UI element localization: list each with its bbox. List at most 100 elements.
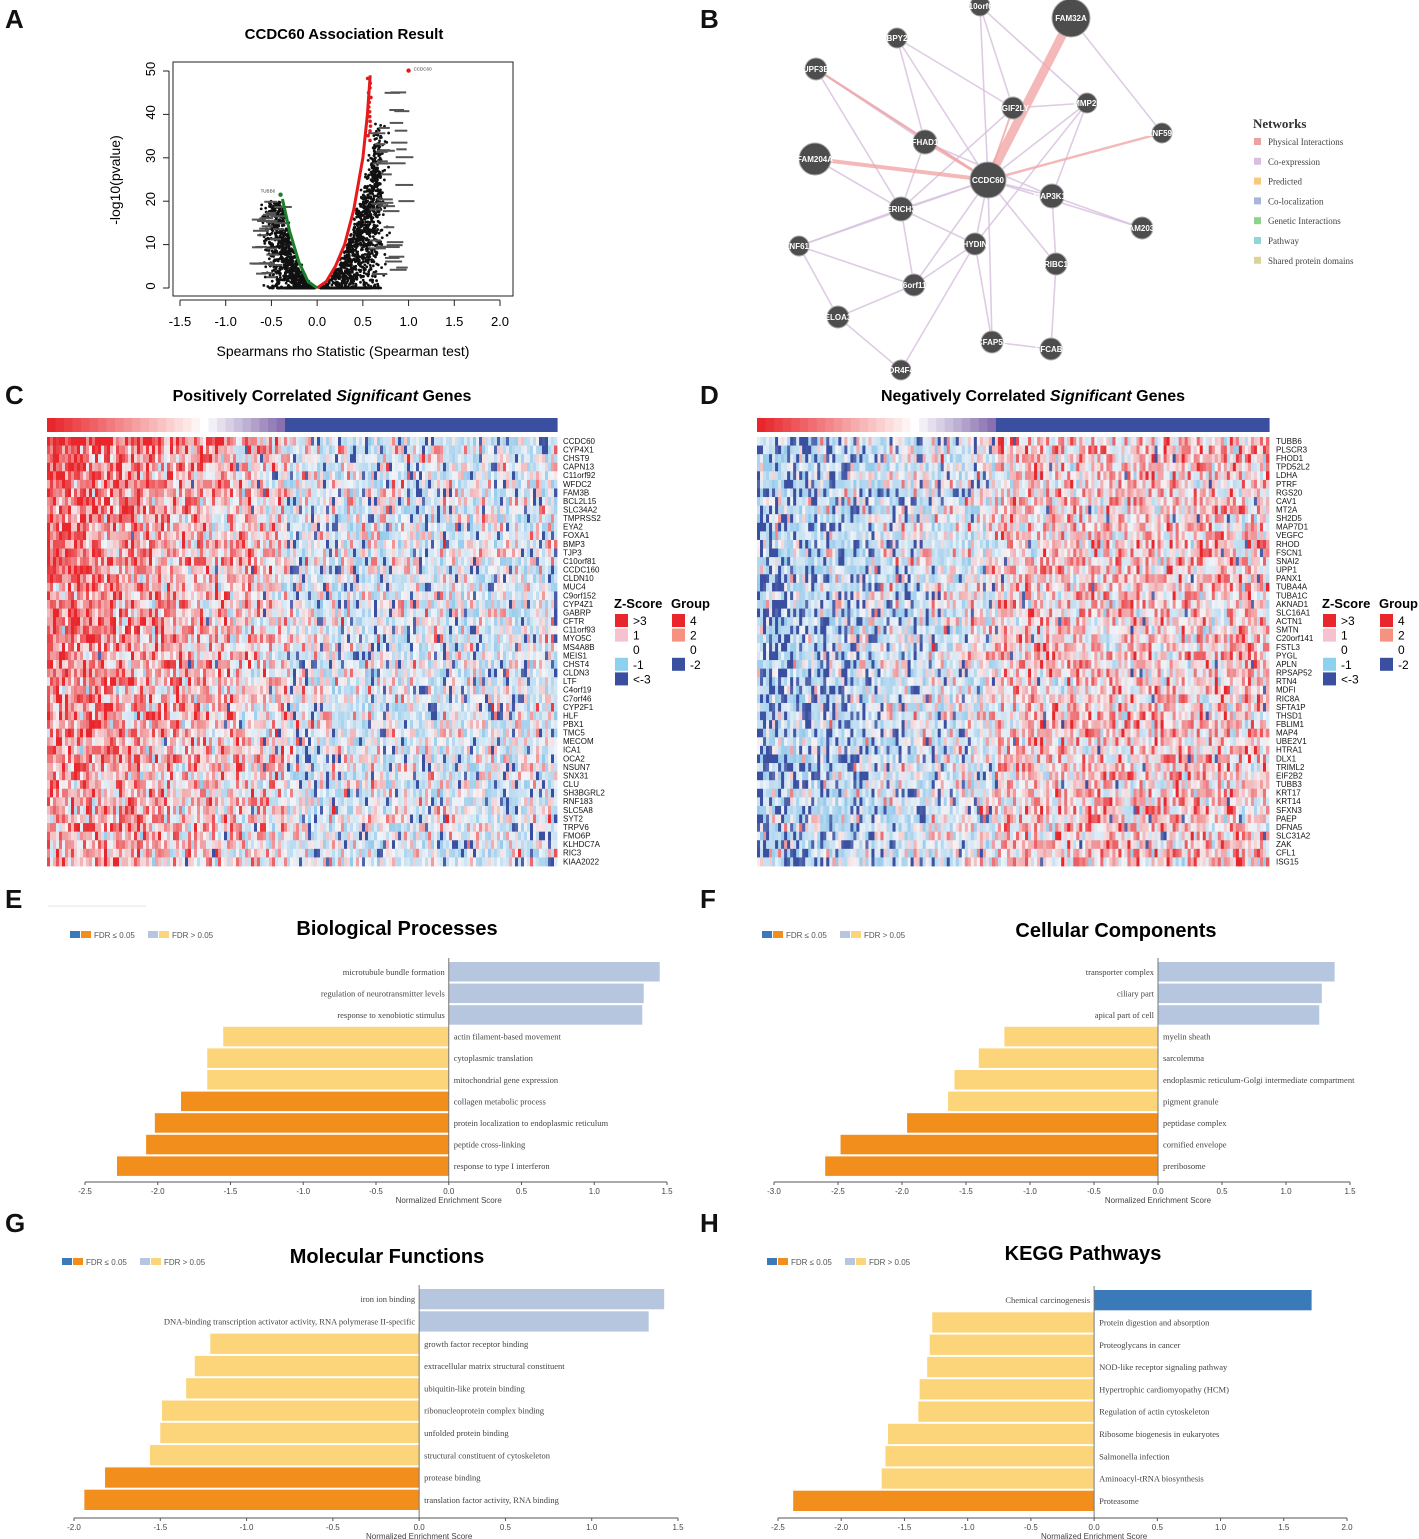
heatmap-cell: [122, 488, 126, 498]
heatmap-cell: [122, 548, 126, 558]
heatmap-cell: [536, 454, 540, 464]
heatmap-cell: [377, 471, 381, 481]
heatmap-cell: [83, 548, 87, 558]
heatmap-cell: [440, 514, 444, 524]
volcano-gene-tag: [259, 227, 271, 230]
volcano-point: [333, 286, 337, 290]
volcano-point: [279, 235, 283, 238]
heatmap-cell: [434, 488, 438, 498]
heatmap-cell: [506, 445, 510, 455]
volcano-point: [331, 280, 335, 284]
volcano-point: [282, 278, 286, 282]
heatmap-cell: [80, 479, 84, 489]
heatmap-cell: [410, 531, 414, 541]
heatmap-cell: [449, 445, 453, 455]
heatmap-cell: [440, 548, 444, 558]
heatmap-cell: [101, 479, 105, 489]
heatmap-cell: [323, 522, 327, 532]
volcano-gene-tag: [264, 220, 278, 223]
volcano-point: [369, 220, 372, 224]
heatmap-cell: [95, 522, 99, 532]
heatmap-cell: [218, 437, 222, 446]
heatmap-cell: [530, 531, 534, 541]
heatmap-cell: [308, 497, 312, 507]
heatmap-cell: [245, 437, 249, 446]
heatmap-cell: [77, 548, 81, 558]
heatmap-cell: [152, 505, 156, 515]
heatmap-cell: [413, 462, 417, 472]
heatmap-cell: [380, 479, 384, 489]
heatmap-cell: [59, 437, 63, 446]
heatmap-cell: [488, 497, 492, 507]
heatmap-cell: [371, 488, 375, 498]
heatmap-cell: [209, 539, 213, 549]
heatmap-cell: [128, 522, 132, 532]
heatmap-cell: [524, 471, 528, 481]
heatmap-cell: [89, 522, 93, 532]
heatmap-cell: [59, 548, 63, 558]
heatmap-cell: [407, 514, 411, 524]
heatmap-cell: [422, 539, 426, 549]
volcano-gene-tag: [384, 91, 401, 94]
volcano-point: [298, 286, 302, 290]
heatmap-cell: [323, 445, 327, 455]
heatmap-cell: [485, 514, 489, 524]
heatmap-cell: [230, 462, 234, 472]
heatmap-cell: [101, 445, 105, 455]
heatmap-cell: [233, 497, 237, 507]
heatmap-cell: [209, 462, 213, 472]
heatmap-cell: [212, 437, 216, 446]
heatmap-cell: [74, 522, 78, 532]
volcano-point: [359, 268, 363, 272]
heatmap-cell: [158, 471, 162, 481]
heatmap-cell: [452, 531, 456, 541]
heatmap-cell: [68, 479, 72, 489]
heatmap-cell: [134, 522, 138, 532]
volcano-point: [278, 268, 282, 272]
heatmap-cell: [305, 462, 309, 472]
heatmap-cell: [503, 505, 507, 515]
heatmap-cell: [551, 479, 555, 489]
heatmap-cell: [350, 437, 354, 446]
heatmap-cell: [248, 445, 252, 455]
heatmap-cell: [119, 539, 123, 549]
heatmap-cell: [371, 497, 375, 507]
heatmap-cell: [425, 471, 429, 481]
heatmap-cell: [278, 497, 282, 507]
heatmap-cell: [257, 479, 261, 489]
heatmap-cell: [92, 557, 96, 567]
heatmap-cell: [287, 514, 291, 524]
heatmap-cell: [230, 548, 234, 558]
heatmap-cell: [374, 505, 378, 515]
volcano-point: [365, 286, 368, 290]
volcano-point: [342, 257, 345, 260]
heatmap-cell: [326, 479, 330, 489]
heatmap-cell: [515, 462, 519, 472]
heatmap-cell: [524, 505, 528, 515]
heatmap-cell: [236, 488, 240, 498]
heatmap-cell: [245, 497, 249, 507]
heatmap-cell: [104, 548, 108, 558]
volcano-point: [337, 283, 340, 287]
heatmap-cell: [542, 471, 546, 481]
heatmap-cell: [245, 531, 249, 541]
heatmap-cell: [179, 471, 183, 481]
heatmap-cell: [296, 514, 300, 524]
heatmap-cell: [329, 497, 333, 507]
volcano-point: [369, 241, 373, 245]
heatmap-cell: [134, 505, 138, 515]
heatmap-cell: [305, 471, 309, 481]
heatmap-cell: [59, 454, 63, 464]
heatmap-cell: [470, 505, 474, 515]
heatmap-group-bar: [47, 418, 558, 432]
heatmap-cell: [65, 522, 69, 532]
heatmap-cell: [188, 445, 192, 455]
heatmap-cell: [281, 445, 285, 455]
volcano-point: [361, 278, 365, 282]
heatmap-cell: [539, 505, 543, 515]
heatmap-cell: [131, 514, 135, 524]
heatmap-cell: [161, 462, 165, 472]
heatmap-cell: [368, 531, 372, 541]
network-node-label: C10orf67: [963, 2, 998, 11]
heatmap-cell: [341, 437, 345, 446]
